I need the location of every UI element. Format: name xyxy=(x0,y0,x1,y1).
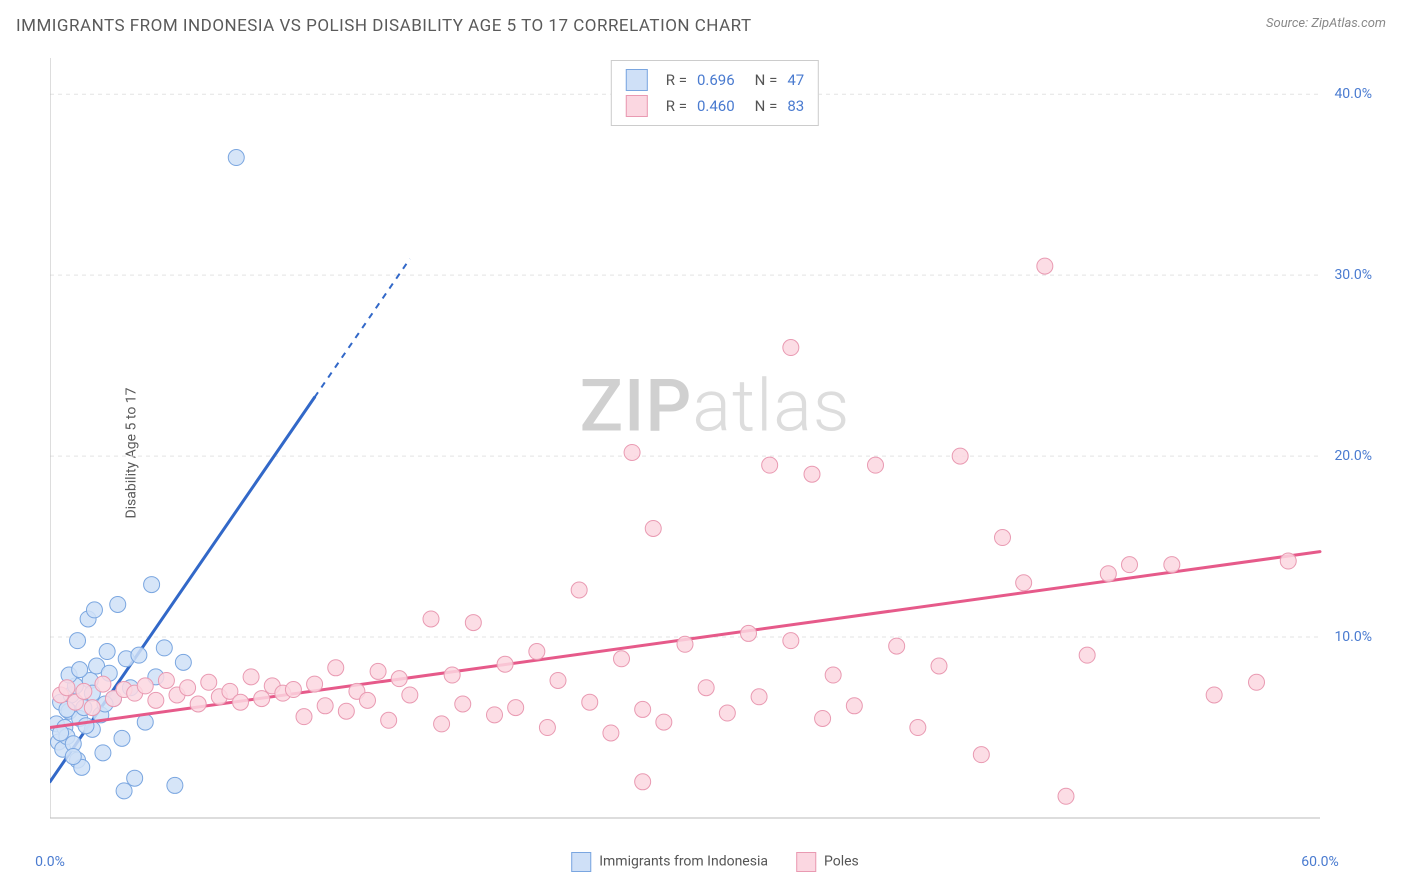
legend-swatch xyxy=(796,852,816,872)
stat-r-value: 0.696 xyxy=(697,71,735,89)
stat-legend-row: R = 0.696 N = 47 xyxy=(626,67,804,93)
source-attribution: Source: ZipAtlas.com xyxy=(1266,16,1386,31)
chart-area: Disability Age 5 to 17 ZIPatlas R = 0.69… xyxy=(50,58,1380,848)
x-legend-item: Poles xyxy=(796,852,859,872)
y-tick-label: 20.0% xyxy=(1334,448,1372,464)
x-legend: Immigrants from Indonesia Poles xyxy=(571,852,859,872)
y-tick-label: 10.0% xyxy=(1334,629,1372,645)
stat-n-label: N = xyxy=(755,71,778,89)
stat-n-value: 83 xyxy=(787,97,804,115)
legend-label: Immigrants from Indonesia xyxy=(599,854,768,870)
scatter-svg xyxy=(50,58,1380,848)
stat-n-label: N = xyxy=(755,97,778,115)
x-legend-item: Immigrants from Indonesia xyxy=(571,852,768,872)
legend-swatch xyxy=(626,95,648,117)
x-tick-label: 0.0% xyxy=(35,854,65,870)
stat-r-label: R = xyxy=(666,97,687,115)
y-tick-label: 40.0% xyxy=(1334,86,1372,102)
legend-label: Poles xyxy=(824,854,859,870)
stat-r-value: 0.460 xyxy=(697,97,735,115)
correlation-legend: R = 0.696 N = 47R = 0.460 N = 83 xyxy=(611,60,819,126)
legend-swatch xyxy=(626,69,648,91)
y-tick-label: 30.0% xyxy=(1334,267,1372,283)
chart-title: IMMIGRANTS FROM INDONESIA VS POLISH DISA… xyxy=(16,16,752,36)
stat-r-label: R = xyxy=(666,71,687,89)
stat-n-value: 47 xyxy=(787,71,804,89)
legend-swatch xyxy=(571,852,591,872)
stat-legend-row: R = 0.460 N = 83 xyxy=(626,93,804,119)
x-tick-label: 60.0% xyxy=(1301,854,1339,870)
